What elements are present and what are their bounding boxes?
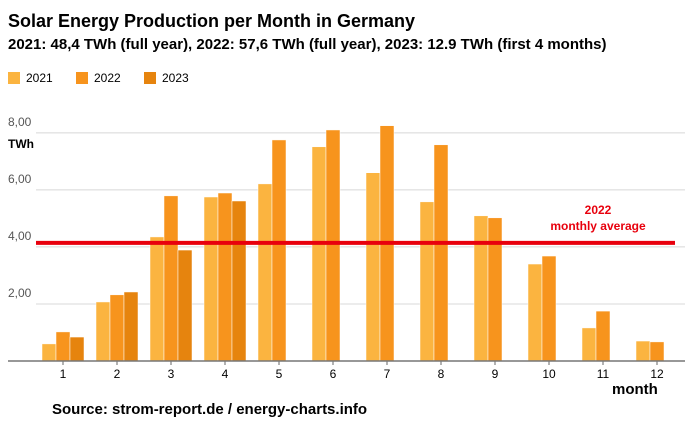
- bar: [109, 294, 125, 362]
- x-tick-label: 4: [222, 367, 229, 381]
- bar: [123, 291, 139, 362]
- bar: [177, 249, 193, 362]
- x-tick-label: 1: [60, 367, 67, 381]
- bar: [581, 327, 597, 362]
- y-axis-label: TWh: [8, 137, 34, 151]
- legend-swatch: [8, 72, 20, 84]
- bar: [163, 195, 179, 362]
- x-tick-label: 2: [114, 367, 121, 381]
- bar: [203, 196, 219, 362]
- source: Source: strom-report.de / energy-charts.…: [52, 401, 367, 418]
- x-tick-label: 11: [597, 367, 610, 381]
- bar: [365, 172, 381, 362]
- bar: [635, 340, 651, 362]
- y-tick-label: 4,00: [8, 229, 32, 243]
- bar: [527, 263, 543, 362]
- bar: [473, 215, 489, 362]
- chart-title: Solar Energy Production per Month in Ger…: [8, 11, 415, 31]
- legend-label: 2023: [162, 71, 189, 85]
- bar: [419, 201, 435, 362]
- bar: [69, 336, 85, 362]
- bar: [433, 144, 449, 362]
- y-tick-label: 8,00: [8, 115, 32, 129]
- average-label: 2022: [585, 203, 612, 217]
- y-tick-label: 2,00: [8, 286, 32, 300]
- bar: [95, 301, 111, 362]
- x-tick-label: 12: [650, 367, 664, 381]
- legend-label: 2021: [26, 71, 53, 85]
- bar: [41, 343, 57, 362]
- bar: [271, 139, 287, 362]
- bar: [541, 255, 557, 362]
- bar: [149, 236, 165, 362]
- chart-subtitle: 2021: 48,4 TWh (full year), 2022: 57,6 T…: [8, 36, 607, 53]
- x-tick-label: 3: [168, 367, 175, 381]
- legend-swatch: [76, 72, 88, 84]
- bar: [257, 183, 273, 362]
- y-tick-label: 6,00: [8, 172, 32, 186]
- bar: [231, 200, 247, 362]
- legend-swatch: [144, 72, 156, 84]
- x-tick-label: 9: [492, 367, 499, 381]
- x-tick-label: 8: [438, 367, 445, 381]
- x-axis-label: month: [612, 381, 658, 398]
- bar: [217, 192, 233, 362]
- bar: [649, 341, 665, 362]
- legend-label: 2022: [94, 71, 121, 85]
- bar: [595, 310, 611, 362]
- bar: [325, 129, 341, 362]
- x-tick-label: 10: [542, 367, 556, 381]
- x-tick-label: 7: [384, 367, 391, 381]
- average-label: monthly average: [550, 219, 646, 233]
- bar: [55, 331, 71, 362]
- bar: [487, 217, 503, 362]
- x-tick-label: 5: [276, 367, 283, 381]
- bar: [311, 146, 327, 362]
- x-tick-label: 6: [330, 367, 337, 381]
